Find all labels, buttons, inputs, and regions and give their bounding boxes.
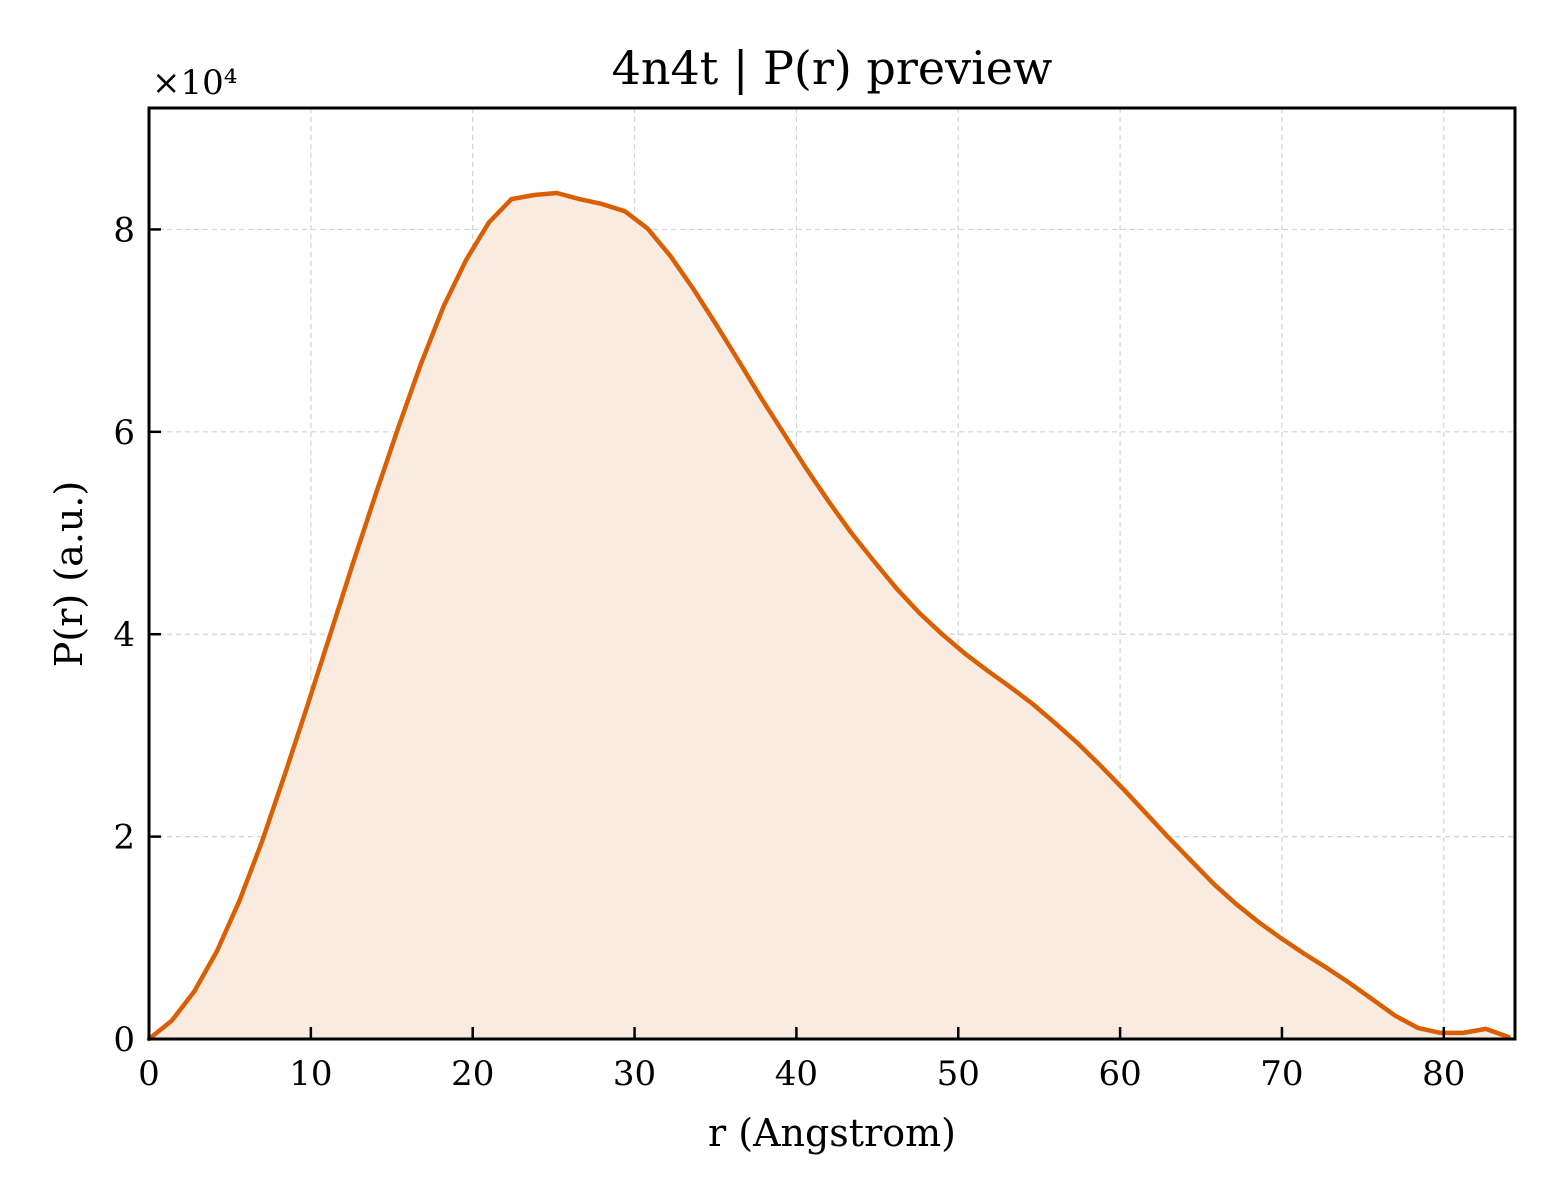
x-tick-label: 40 <box>775 1054 818 1094</box>
x-axis-label: r (Angstrom) <box>708 1111 956 1155</box>
pr-area-fill <box>149 193 1509 1039</box>
y-tick-label: 4 <box>113 615 135 655</box>
x-tick-label: 30 <box>613 1054 656 1094</box>
y-axis-multiplier: ×10⁴ <box>152 63 237 103</box>
x-tick-label: 70 <box>1260 1054 1303 1094</box>
x-tick-label: 0 <box>138 1054 160 1094</box>
x-tick-label: 60 <box>1098 1054 1141 1094</box>
x-tick-label: 20 <box>451 1054 494 1094</box>
x-tick-label: 10 <box>289 1054 332 1094</box>
y-tick-label: 2 <box>113 818 135 858</box>
y-tick-label: 0 <box>113 1020 135 1060</box>
axis-ticks: 0 10 20 30 40 50 60 70 80 0 2 4 6 8 <box>113 210 1465 1094</box>
x-tick-label: 50 <box>937 1054 980 1094</box>
y-tick-label: 6 <box>113 413 135 453</box>
y-axis-label: P(r) (a.u.) <box>47 481 91 667</box>
x-tick-label: 80 <box>1422 1054 1465 1094</box>
y-tick-label: 8 <box>113 210 135 250</box>
plot-frame <box>147 106 1517 1041</box>
chart-title: 4n4t | P(r) preview <box>612 41 1053 95</box>
pr-curve-line <box>146 190 1511 1042</box>
